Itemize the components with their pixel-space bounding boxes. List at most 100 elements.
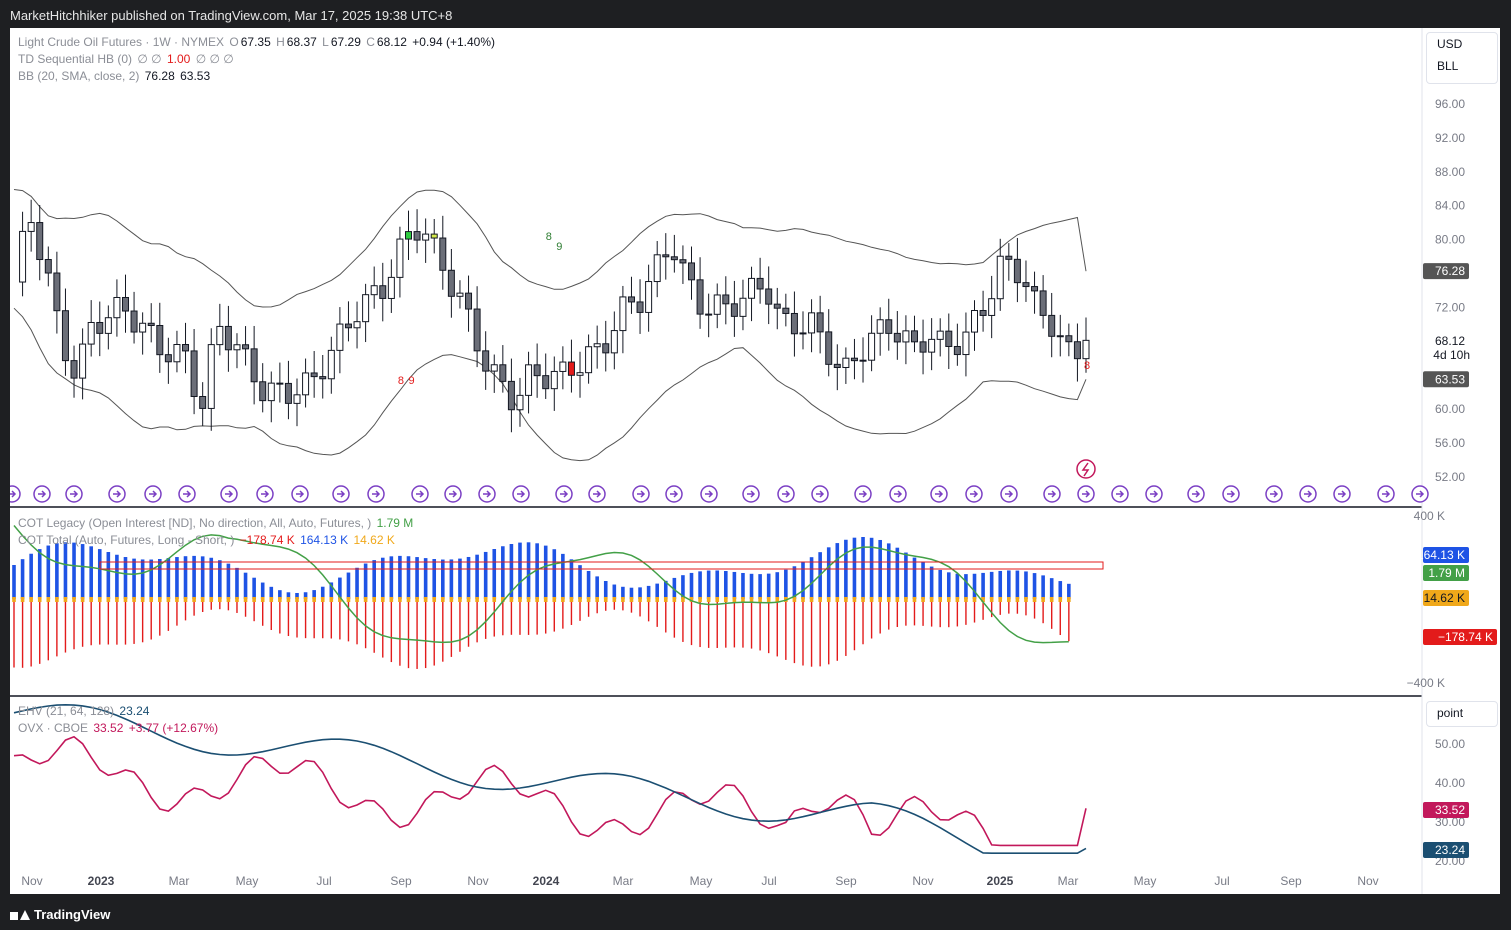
footer-brand[interactable]: TradingView (34, 907, 111, 922)
candle (790, 312, 798, 335)
time-axis-label: Jul (316, 874, 331, 888)
candle (902, 330, 910, 343)
cot-net-bar (415, 597, 419, 602)
event-icon[interactable] (1111, 485, 1129, 503)
ovx-label[interactable]: OVX · CBOE (18, 721, 89, 735)
event-icon[interactable] (478, 485, 496, 503)
cot-long-bar (466, 556, 471, 599)
chart-panel[interactable]: 96.00 92.00 88.00 84.00 80.00 72.00 60.00 56.00… (10, 28, 1500, 894)
arrow-icon (1116, 490, 1125, 498)
lightning-icon[interactable] (1076, 459, 1096, 479)
cot-net-bar (921, 597, 925, 602)
cot-long-bar (801, 561, 805, 599)
event-icon[interactable] (965, 485, 983, 503)
event-icon[interactable] (777, 485, 795, 503)
event-icon[interactable] (1145, 485, 1163, 503)
candle (336, 323, 344, 351)
candle (447, 269, 455, 297)
event-icon[interactable] (700, 485, 718, 503)
candle (713, 294, 721, 315)
event-icon[interactable] (444, 485, 462, 503)
symbol-name[interactable]: Light Crude Oil Futures · 1W · NYMEX (18, 35, 225, 49)
cot-legacy-label[interactable]: COT Legacy (Open Interest [ND], No direc… (18, 516, 372, 530)
event-icon[interactable] (1333, 485, 1351, 503)
event-icon[interactable] (367, 485, 385, 503)
cot-long-bar (89, 546, 93, 599)
cot-long-bar (218, 560, 222, 599)
event-icon[interactable] (1265, 485, 1283, 503)
point-label[interactable]: point (1437, 706, 1464, 720)
td-sequential-label[interactable]: TD Sequential HB (0) (18, 52, 133, 66)
cot-net-bar (12, 597, 16, 602)
arrow-icon (859, 490, 868, 498)
event-icon[interactable] (291, 485, 309, 503)
cot-net-bar (698, 597, 702, 602)
unit-label[interactable]: BLL (1437, 59, 1459, 73)
cot-short-bar (519, 599, 521, 635)
cot-short-bar (279, 599, 281, 634)
event-icon[interactable] (144, 485, 162, 503)
cot-long-bar (398, 555, 402, 599)
chart-canvas[interactable]: 96.00 92.00 88.00 84.00 80.00 72.00 60.00 56.00… (10, 28, 1500, 894)
candle (147, 322, 155, 327)
currency-unit-box[interactable]: USD BLL (1426, 32, 1498, 84)
time-axis-label: 2025 (987, 874, 1014, 888)
cot-net-axis-label: 14.62 K (1424, 591, 1465, 605)
event-icon[interactable] (10, 485, 21, 503)
event-icon[interactable] (65, 485, 83, 503)
cot-total-label[interactable]: COT Total (Auto, Futures, Long - Short, … (18, 533, 235, 547)
cot-net-bar (329, 597, 334, 602)
cot-net-bar (157, 597, 162, 602)
event-icon[interactable] (256, 485, 274, 503)
event-icon[interactable] (1187, 485, 1205, 503)
event-icon[interactable] (512, 485, 530, 503)
event-icon[interactable] (220, 485, 238, 503)
event-icon[interactable] (108, 485, 126, 503)
event-icon[interactable] (742, 485, 760, 503)
event-icon[interactable] (1299, 485, 1317, 503)
event-icon[interactable] (588, 485, 606, 503)
ehv-label[interactable]: EHV (21, 64, 128) (18, 704, 115, 718)
event-icon[interactable] (1411, 485, 1429, 503)
event-icon[interactable] (555, 485, 573, 503)
event-icon[interactable] (1377, 485, 1395, 503)
arrow-icon (449, 490, 458, 498)
cot-short-bar (939, 599, 941, 628)
cot-net-bar (938, 597, 943, 602)
event-icon[interactable] (178, 485, 196, 503)
cot-short-bar (193, 599, 195, 616)
bollinger-label[interactable]: BB (20, SMA, close, 2) (18, 69, 140, 83)
event-icon[interactable] (411, 485, 429, 503)
candle (662, 254, 670, 258)
cot-short-bar (1008, 599, 1010, 614)
event-icon[interactable] (632, 485, 650, 503)
event-icon[interactable] (332, 485, 350, 503)
candle (327, 349, 335, 380)
cot-net-bar (312, 597, 316, 602)
cot-long-bar (46, 545, 51, 599)
candle (1022, 282, 1030, 288)
event-icon[interactable] (1000, 485, 1018, 503)
event-icon[interactable] (854, 485, 872, 503)
time-axis-label: May (236, 874, 259, 888)
cot-short-bar (828, 599, 830, 665)
currency-label[interactable]: USD (1437, 37, 1463, 51)
event-icon[interactable] (889, 485, 907, 503)
cot-short-bar (347, 599, 350, 642)
event-icon[interactable] (811, 485, 829, 503)
cot-long-bar (449, 559, 454, 599)
event-icon[interactable] (1222, 485, 1240, 503)
cot-legacy-row: COT Legacy (Open Interest [ND], No direc… (18, 515, 415, 532)
event-icon[interactable] (1077, 485, 1095, 503)
event-icon[interactable] (1043, 485, 1061, 503)
event-icon[interactable] (665, 485, 683, 503)
cot-net-bar (1032, 597, 1037, 602)
cot-short-bar (759, 599, 761, 651)
cot-short-axis-label: −178.74 K (1438, 630, 1493, 644)
point-unit-box[interactable]: point (1426, 701, 1498, 727)
event-icon[interactable] (33, 485, 51, 503)
cot-long-bar (338, 577, 342, 599)
cot-long-bar (329, 582, 334, 599)
cot-short-bar (888, 599, 890, 630)
event-icon[interactable] (930, 485, 948, 503)
